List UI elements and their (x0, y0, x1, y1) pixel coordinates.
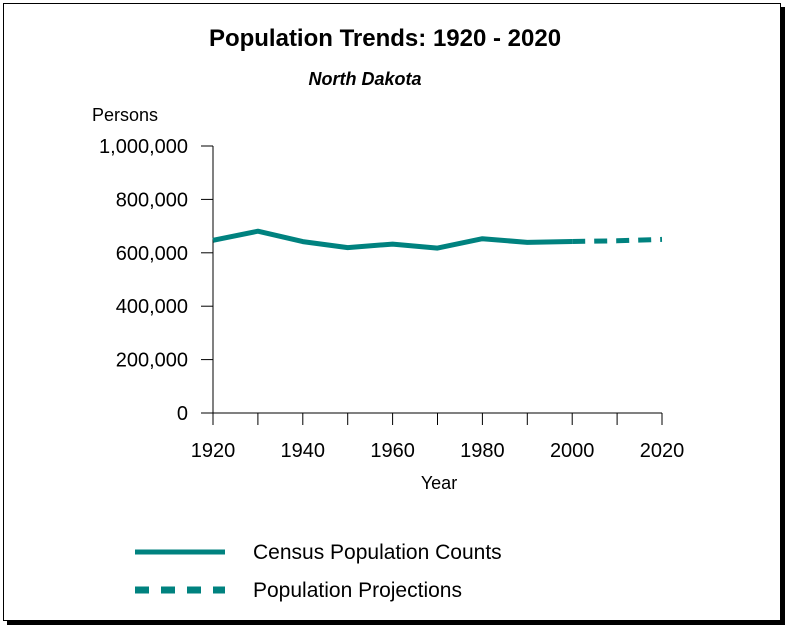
axes (212, 146, 662, 414)
x-tick-label: 1980 (460, 440, 505, 462)
series-line-projections (572, 236, 663, 244)
y-tick-label: 800,000 (116, 189, 188, 211)
y-tick-label: 200,000 (116, 350, 188, 372)
chart-title: Population Trends: 1920 - 2020 (209, 25, 561, 52)
chart-subtitle: North Dakota (308, 69, 421, 89)
x-tick-label: 1940 (281, 440, 326, 462)
series-line-census (212, 228, 573, 251)
chart-frame (3, 3, 781, 621)
x-ticks: 1920 1940 1960 1980 2000 2020 (191, 413, 685, 462)
legend-label-projections: Population Projections (253, 579, 462, 602)
x-tick-label: 2020 (640, 440, 685, 462)
legend-label-census: Census Population Counts (253, 541, 502, 564)
y-ticks: 0 200,000 400,000 600,000 800,000 1,000,000 (99, 136, 213, 425)
y-axis-label: Persons (92, 105, 158, 125)
x-tick-label: 2000 (550, 440, 595, 462)
x-tick-label: 1920 (191, 440, 236, 462)
y-tick-label: 0 (177, 403, 188, 425)
legend: Census Population Counts Population Proj… (135, 541, 502, 602)
x-axis-label: Year (421, 473, 457, 493)
y-tick-label: 600,000 (116, 243, 188, 265)
y-tick-label: 400,000 (116, 296, 188, 318)
y-tick-label: 1,000,000 (99, 136, 188, 158)
x-tick-label: 1960 (370, 440, 415, 462)
series-layer (212, 228, 663, 251)
